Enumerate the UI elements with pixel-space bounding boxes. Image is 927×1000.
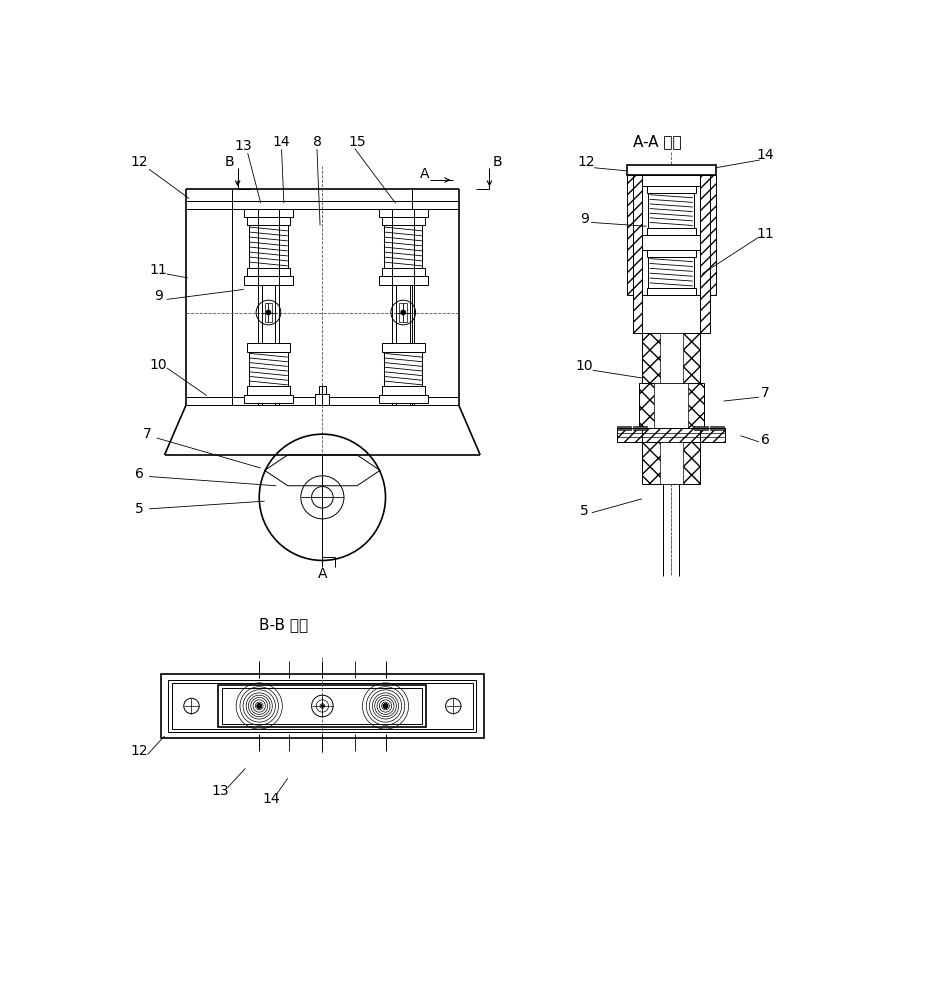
Text: 10: 10 [575,359,592,373]
Bar [264,303,272,322]
Bar [172,683,472,729]
Bar [654,383,688,428]
Bar [378,209,427,217]
Bar [641,235,700,250]
Text: B: B [224,155,234,169]
Bar [659,442,682,484]
Bar [632,426,646,430]
Bar [700,175,715,295]
Bar [381,268,425,276]
Text: 14: 14 [273,135,290,149]
Bar [381,343,425,352]
Bar [700,428,724,442]
Text: A: A [420,167,429,181]
Text: 15: 15 [348,135,365,149]
Bar [641,428,700,442]
Bar [247,343,290,352]
Circle shape [257,704,261,708]
Bar [381,217,425,225]
Bar [247,217,290,225]
Text: 12: 12 [130,155,147,169]
Bar [381,386,425,395]
Text: 11: 11 [149,263,167,277]
Bar [399,303,407,322]
Text: 7: 7 [760,386,768,400]
Circle shape [383,704,387,708]
Bar [249,352,287,386]
Bar [641,295,700,333]
Text: A: A [317,567,327,581]
Bar [693,426,707,430]
Circle shape [321,705,324,707]
Bar [616,428,641,442]
Bar [641,442,700,484]
Bar [218,685,425,727]
Text: 5: 5 [134,502,144,516]
Text: B: B [492,155,502,169]
Bar [647,257,693,288]
Text: 14: 14 [756,148,773,162]
Text: 12: 12 [577,155,594,169]
Text: A-A 方向: A-A 方向 [632,134,681,149]
Text: 10: 10 [149,358,167,372]
Bar [646,186,695,193]
Bar [247,386,290,395]
Text: 8: 8 [312,135,321,149]
Text: 7: 7 [143,427,152,441]
Circle shape [400,310,405,315]
Bar [222,688,422,724]
Bar [160,674,484,738]
Bar [244,395,293,403]
Bar [626,175,641,295]
Bar [384,352,422,386]
Text: B-B 方向: B-B 方向 [259,617,308,632]
Text: 6: 6 [134,467,144,481]
Circle shape [266,310,271,315]
Bar [641,175,700,186]
Text: 6: 6 [760,433,768,447]
Bar [709,426,723,430]
Bar [378,276,427,285]
Bar [244,209,293,217]
Text: 13: 13 [234,139,251,153]
Bar [646,250,695,257]
Bar [384,225,422,268]
Text: 14: 14 [261,792,279,806]
Bar [626,165,715,175]
Bar [647,193,693,228]
Bar [378,395,427,403]
Bar [632,175,641,333]
Text: 12: 12 [130,744,147,758]
Bar [318,386,326,394]
Bar [244,276,293,285]
Bar [646,228,695,235]
Bar [638,383,703,428]
Bar [168,680,476,732]
Text: 9: 9 [579,212,588,226]
Bar [249,225,287,268]
Bar [646,288,695,295]
Bar [616,426,630,430]
Bar [700,175,709,333]
Text: 5: 5 [579,504,588,518]
Text: 13: 13 [211,784,229,798]
Bar [641,333,700,383]
Bar [247,268,290,276]
Bar [659,333,682,383]
Text: 9: 9 [154,289,162,303]
Bar [315,394,329,405]
Text: 11: 11 [756,227,773,241]
